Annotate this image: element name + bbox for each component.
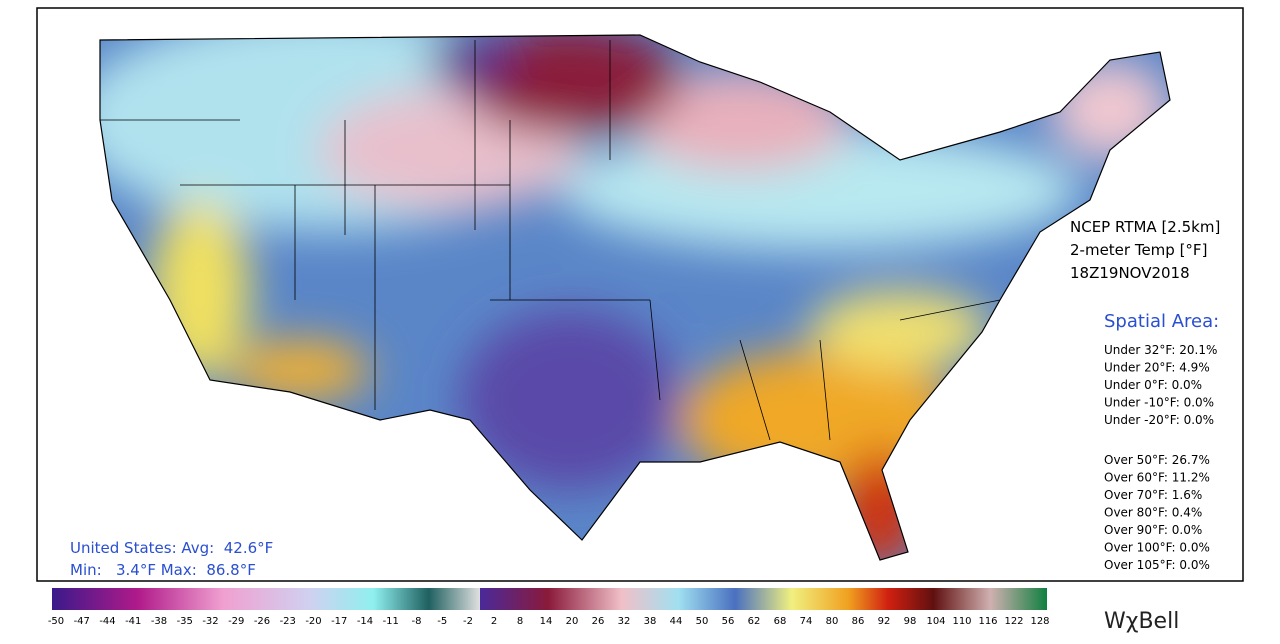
colorbar-tick-label: 92: [878, 616, 891, 627]
stat-over: Over 50°F: 26.7%: [1104, 453, 1210, 467]
stat-under: Under 0°F: 0.0%: [1104, 378, 1202, 392]
colorbar-tick-label: 38: [644, 616, 657, 627]
colorbar-tick-label: 50: [696, 616, 709, 627]
stat-over: Over 80°F: 0.4%: [1104, 506, 1202, 520]
stat-over: Over 100°F: 0.0%: [1104, 541, 1210, 555]
colorbar-warm: [480, 588, 1047, 610]
colorbar-tick-label: -50: [48, 616, 64, 627]
brand: WχBell: [1104, 609, 1179, 634]
colorbar-tick-label: -32: [202, 616, 218, 627]
summary-avg: United States: Avg: 42.6°F: [70, 539, 273, 557]
spatial-title: Spatial Area:: [1104, 311, 1219, 332]
colorbar-tick-label: -26: [254, 616, 270, 627]
colorbar-tick-label: -8: [412, 616, 422, 627]
colorbar-tick-label: 32: [618, 616, 631, 627]
stat-under: Under -20°F: 0.0%: [1104, 413, 1214, 427]
colorbar-tick-label: 26: [592, 616, 605, 627]
colorbar-tick-label: 122: [1004, 616, 1023, 627]
state-lines: [100, 40, 1001, 441]
colorbar-tick-label: 110: [952, 616, 971, 627]
colorbar-tick-label: 2: [491, 616, 497, 627]
stat-over: Over 90°F: 0.0%: [1104, 523, 1202, 537]
variable: 2-meter Temp [°F]: [1070, 241, 1207, 259]
colorbar-tick-label: -44: [99, 616, 115, 627]
stat-over: Over 70°F: 1.6%: [1104, 488, 1202, 502]
stat-under: Under 32°F: 20.1%: [1104, 343, 1217, 357]
valid-time: 18Z19NOV2018: [1070, 264, 1190, 282]
stat-over: Over 105°F: 0.0%: [1104, 558, 1210, 572]
summary-minmax: Min: 3.4°F Max: 86.8°F: [70, 561, 256, 579]
colorbar-tick-label: -29: [228, 616, 244, 627]
colorbar-tick-label: 74: [800, 616, 813, 627]
colorbar-tick-label: 128: [1030, 616, 1049, 627]
colorbar-tick-label: 62: [748, 616, 761, 627]
colorbar-tick-label: 80: [826, 616, 839, 627]
colorbar-tick-label: 14: [540, 616, 553, 627]
colorbar-tick-label: -14: [357, 616, 373, 627]
colorbar-tick-label: -41: [125, 616, 141, 627]
colorbar-tick-label: 86: [852, 616, 865, 627]
colorbar-tick-label: -47: [74, 616, 90, 627]
colorbar-tick-label: -17: [331, 616, 347, 627]
colorbar-tick-label: -23: [280, 616, 296, 627]
us-outline: [99, 34, 1171, 561]
colorbar-tick-label: -11: [383, 616, 399, 627]
colorbar-tick-label: 68: [774, 616, 787, 627]
colorbar-tick-label: -5: [437, 616, 447, 627]
colorbar-tick-label: 98: [904, 616, 917, 627]
colorbar-tick-label: -38: [151, 616, 167, 627]
stat-over: Over 60°F: 11.2%: [1104, 471, 1210, 485]
colorbar-tick-label: 116: [978, 616, 997, 627]
colorbar-tick-label: 20: [566, 616, 579, 627]
colorbar-cold: [52, 588, 480, 610]
stat-under: Under 20°F: 4.9%: [1104, 361, 1210, 375]
colorbar-ticks: -50 -47 -44 -41 -38 -35 -32 -29 -26 -23 -20 -17 -14-…: [48, 616, 1050, 627]
colorbar-tick-label: -35: [177, 616, 193, 627]
colorbar-tick-label: -20: [305, 616, 321, 627]
colorbar-tick-label: -2: [463, 616, 473, 627]
colorbar-tick-label: 44: [670, 616, 683, 627]
colorbar-tick-label: 56: [722, 616, 735, 627]
colorbar-tick-label: 104: [926, 616, 945, 627]
stat-under: Under -10°F: 0.0%: [1104, 396, 1214, 410]
colorbar-tick-label: 8: [517, 616, 523, 627]
spatial-stats: Under 32°F: 20.1% Under 20°F: 4.9% Under 0…: [1104, 343, 1217, 572]
product: NCEP RTMA [2.5km]: [1070, 218, 1220, 236]
